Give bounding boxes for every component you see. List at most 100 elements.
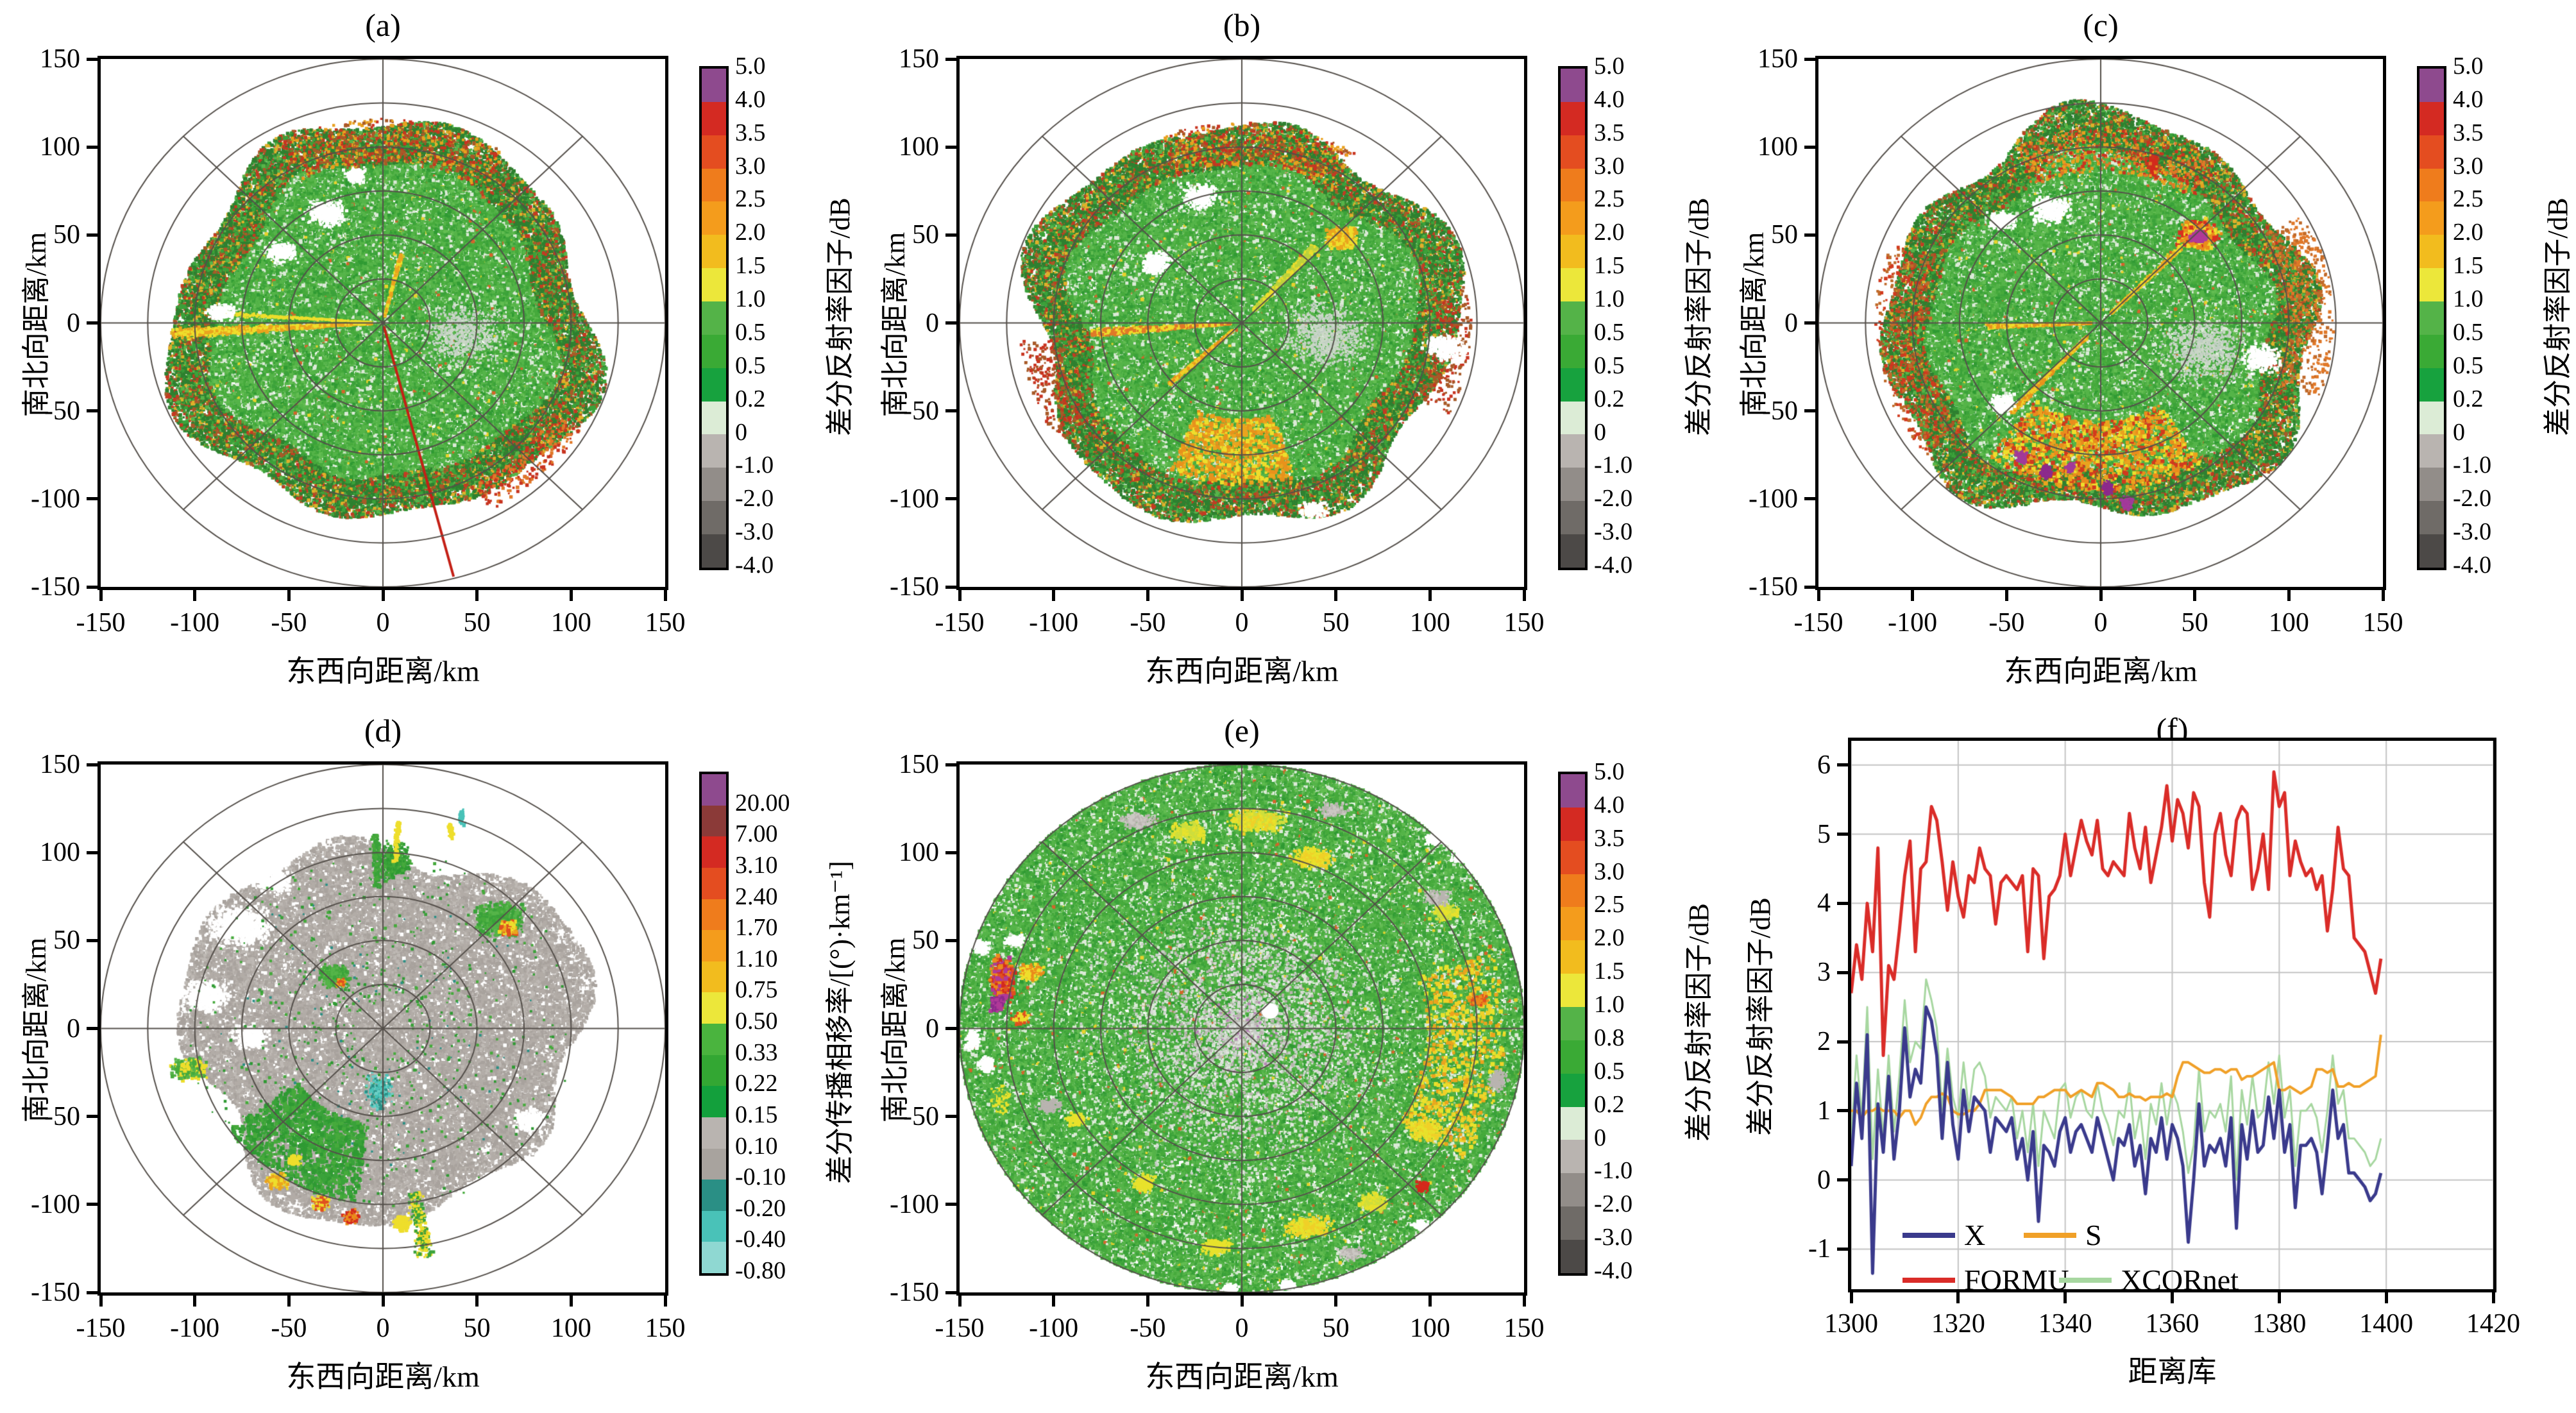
colorbar-tick-label: -2.0: [1594, 485, 1633, 512]
x-tick-label: -100: [170, 1314, 220, 1343]
y-tick-mark: [1804, 145, 1815, 149]
colorbar-segment: [702, 930, 726, 961]
x-axis-label: 东西向距离/km: [1145, 1360, 1339, 1393]
y-tick-mark: [1804, 497, 1815, 501]
y-tick-label: -1: [1808, 1234, 1831, 1264]
colorbar-segment: [1561, 840, 1585, 874]
colorbar-segment: [702, 69, 726, 102]
colorbar-tick-label: -3.0: [735, 518, 774, 546]
legend-label: S: [2085, 1219, 2102, 1251]
panel-f: (f) 差分反射率因子/dB 距离库 X S FORMU XCORnet 130…: [1718, 706, 2576, 1413]
y-tick-label: -100: [890, 1189, 939, 1219]
x-tick-mark: [1849, 1292, 1853, 1303]
x-tick-mark: [663, 1296, 667, 1307]
colorbar-segment: [1561, 168, 1585, 202]
x-tick-mark: [1817, 590, 1820, 601]
x-tick-mark: [1240, 1296, 1244, 1307]
legend-item-x: X: [1902, 1219, 2095, 1252]
colorbar-tick-label: 0: [1594, 418, 1606, 446]
x-tick-label: -150: [935, 608, 985, 638]
colorbar-segment: [2419, 368, 2444, 402]
y-axis-label: 差分反射率因子/dB: [1745, 897, 1776, 1136]
x-tick-mark: [2099, 590, 2103, 601]
x-tick-label: 1400: [2359, 1309, 2414, 1339]
y-tick-mark: [1804, 57, 1815, 61]
x-tick-mark: [1146, 1296, 1149, 1307]
x-tick-mark: [1522, 1296, 1526, 1307]
ppi-plot-e: [960, 765, 1524, 1292]
legend-line-swatch: [1902, 1278, 1955, 1283]
x-tick-mark: [193, 590, 197, 601]
colorbar-tick-label: 4.0: [1594, 791, 1625, 818]
y-tick-mark: [1837, 970, 1848, 974]
y-tick-mark: [87, 1290, 97, 1294]
y-tick-label: -50: [44, 1101, 80, 1131]
colorbar-segment: [1561, 468, 1585, 502]
colorbar-tick-label: 5.0: [1594, 53, 1625, 80]
x-tick-mark: [2004, 590, 2008, 601]
y-tick-label: 100: [899, 132, 939, 162]
colorbar-tick-label: 20.00: [735, 789, 790, 816]
colorbar-tick-label: 0: [735, 418, 747, 446]
plot-area: [956, 761, 1527, 1296]
colorbar-tick-label: 1.5: [735, 252, 766, 280]
colorbar-segment: [2419, 135, 2444, 169]
colorbar-tick-label: 3.10: [735, 851, 778, 879]
plot-area: [1815, 56, 2386, 590]
colorbar-segment: [702, 468, 726, 502]
colorbar-segment: [702, 805, 726, 837]
y-tick-mark: [945, 497, 956, 501]
colorbar-tick-label: 0: [2453, 418, 2465, 446]
x-tick-label: 100: [550, 1314, 591, 1343]
colorbar-tick-label: 1.5: [1594, 958, 1625, 985]
colorbar-tick-label: -4.0: [2453, 552, 2492, 579]
y-tick-mark: [87, 1115, 97, 1119]
colorbar-segment: [702, 334, 726, 368]
x-tick-mark: [475, 590, 479, 601]
colorbar-tick-label: 3.5: [2453, 119, 2484, 146]
colorbar-tick-label: 0: [1594, 1124, 1606, 1151]
colorbar-tick-label: 1.0: [1594, 991, 1625, 1019]
colorbar-tick-label: 0.5: [735, 318, 766, 346]
x-tick-mark: [1956, 1292, 1960, 1303]
colorbar-segment: [1561, 1140, 1585, 1174]
colorbar-tick-label: 4.0: [735, 85, 766, 113]
colorbar-segment: [2419, 401, 2444, 435]
colorbar-tick-label: -1.0: [1594, 452, 1633, 479]
colorbar-tick-label: 3.5: [735, 119, 766, 146]
y-tick-label: 50: [912, 220, 939, 250]
colorbar-segment: [2419, 235, 2444, 269]
colorbar-segment: [702, 992, 726, 1024]
y-tick-mark: [1804, 585, 1815, 589]
x-tick-label: 100: [550, 608, 591, 638]
panel-title: (d): [364, 713, 402, 749]
y-tick-mark: [87, 938, 97, 942]
colorbar-tick-label: 0.2: [735, 385, 766, 412]
x-tick-mark: [958, 590, 962, 601]
colorbar-tick-label: 0.5: [1594, 351, 1625, 379]
x-tick-label: 1420: [2466, 1309, 2520, 1339]
x-tick-mark: [475, 1296, 479, 1307]
panel-title: (e): [1224, 713, 1260, 749]
colorbar-tick-label: 0.5: [1594, 1057, 1625, 1085]
colorbar-tick-label: -3.0: [1594, 518, 1633, 546]
x-tick-label: 50: [2181, 608, 2208, 638]
y-tick-label: 0: [67, 1013, 80, 1044]
x-tick-mark: [2384, 1292, 2388, 1303]
colorbar-segment: [702, 1086, 726, 1117]
x-tick-label: -50: [1130, 1314, 1166, 1343]
ppi-plot-a: [101, 59, 665, 587]
y-tick-mark: [945, 1027, 956, 1030]
colorbar-tick-label: 0.5: [2453, 351, 2484, 379]
colorbar-tick-label: 3.5: [1594, 824, 1625, 852]
panel-a: (a) 南北向距离/km 东西向距离/km 差分反射率因子/dB -150 -10…: [0, 0, 859, 707]
colorbar-tick-label: 0.15: [735, 1101, 778, 1128]
y-tick-mark: [1837, 1109, 1848, 1113]
colorbar-tick-label: 2.0: [2453, 219, 2484, 246]
x-tick-mark: [2381, 590, 2385, 601]
x-tick-label: -150: [76, 1314, 126, 1343]
y-tick-label: 100: [1758, 132, 1798, 162]
x-tick-mark: [1428, 1296, 1432, 1307]
colorbar-segment: [702, 1024, 726, 1055]
y-tick-label: 0: [1817, 1165, 1831, 1195]
